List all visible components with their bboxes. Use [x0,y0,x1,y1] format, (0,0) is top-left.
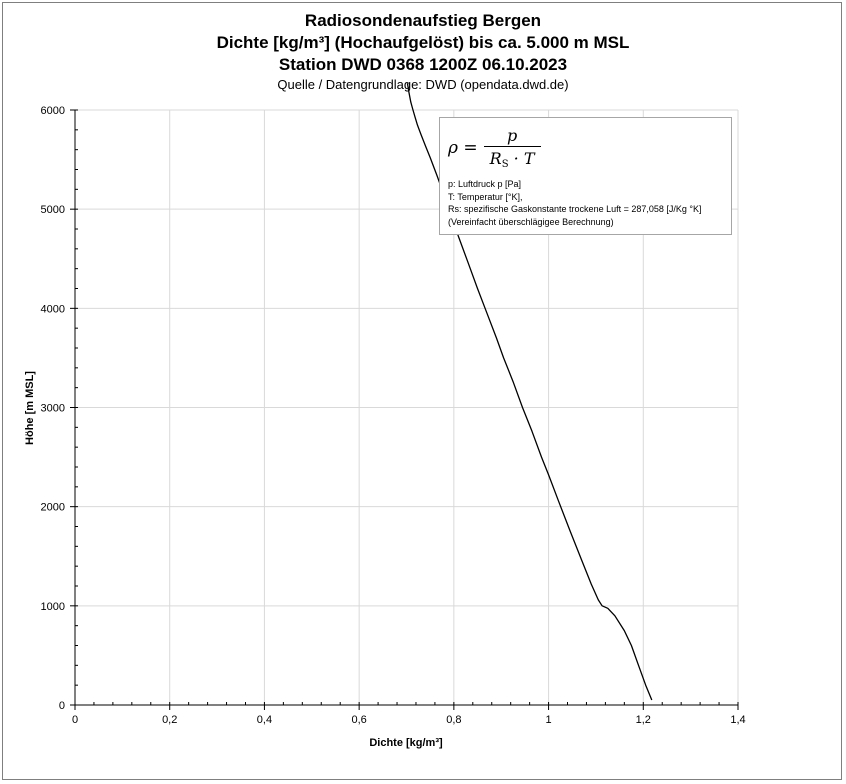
y-tick-label: 0 [59,700,65,712]
formula-box: ρ = p RS · T p: Luftdruck p [Pa] T: Temp… [439,117,732,235]
formula-denominator-rest: · T [508,149,535,168]
x-tick-label: 0,6 [351,714,366,726]
x-tick-label: 1 [546,714,552,726]
y-tick-labels: 0 1000 2000 3000 4000 5000 6000 [41,105,65,712]
chart-titles: Radiosondenaufstieg Bergen Dichte [kg/m³… [0,10,846,94]
density-formula: ρ = p RS · T [448,126,541,170]
y-tick-label: 1000 [41,601,65,613]
formula-lhs: ρ = [448,138,478,158]
formula-denominator: RS · T [483,146,541,170]
formula-notes: p: Luftdruck p [Pa] T: Temperatur [°K], … [448,178,702,228]
x-tick-label: 0,8 [446,714,461,726]
formula-note: T: Temperatur [°K], [448,191,523,202]
chart-title: Radiosondenaufstieg Bergen [304,11,542,30]
x-tick-label: 0,2 [162,714,177,726]
formula-note: (Vereinfacht überschlägigee Berechnung) [448,216,614,227]
chart-subtitle: Quelle / Datengrundlage: DWD (opendata.d… [277,77,569,92]
x-tick-label: 0,4 [257,714,272,726]
x-tick-label: 0 [72,714,78,726]
y-tick-label: 2000 [41,502,65,514]
formula-denominator-subscript: S [501,159,509,170]
formula-numerator: p [506,126,518,145]
y-tick-label: 5000 [41,204,65,216]
formula-note: p: Luftdruck p [Pa] [448,179,522,189]
y-tick-label: 6000 [41,105,65,117]
y-tick-label: 3000 [41,403,65,415]
density-profile-line [406,83,653,701]
x-axis-label: Dichte [kg/m³] [369,737,443,749]
y-tick-label: 4000 [41,303,65,315]
x-tick-label: 1,2 [636,714,651,726]
axes [70,109,739,710]
formula-denominator-symbol: R [489,149,502,168]
formula-note: Rs: spezifische Gaskonstante trockene Lu… [448,204,702,214]
y-axis-label: Höhe [m MSL] [24,371,36,445]
series-layer [406,83,653,701]
chart-title-line3: Station DWD 0368 1200Z 06.10.2023 [278,55,568,74]
x-tick-labels: 0 0,2 0,4 0,6 0,8 1 1,2 1,4 [72,714,746,726]
chart-title-line2: Dichte [kg/m³] (Hochaufgelöst) bis ca. 5… [216,33,630,52]
x-tick-label: 1,4 [730,714,745,726]
formula-fraction: p RS · T [483,126,541,170]
